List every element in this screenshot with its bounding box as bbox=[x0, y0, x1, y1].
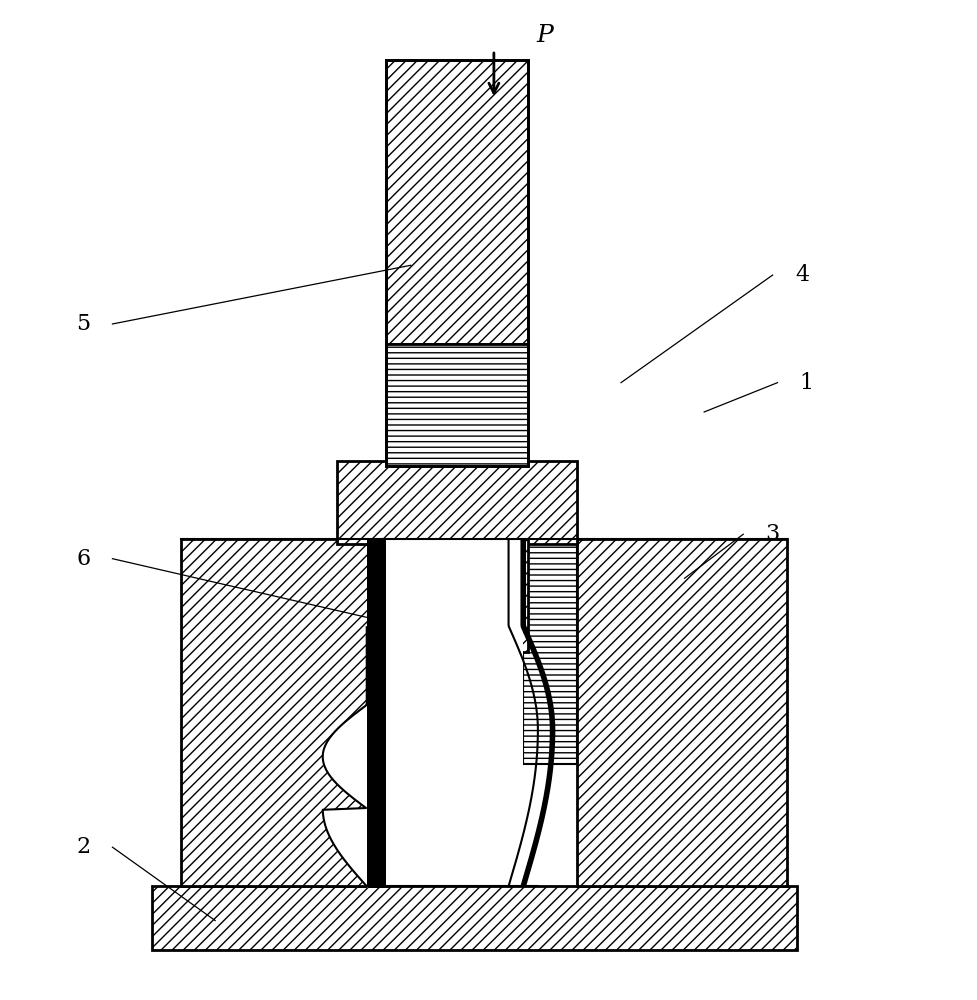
Text: P: P bbox=[535, 24, 552, 47]
Bar bbox=[366, 539, 386, 886]
Text: 5: 5 bbox=[76, 313, 90, 335]
Bar bbox=[337, 461, 576, 544]
Bar bbox=[386, 60, 528, 344]
Bar bbox=[386, 539, 528, 652]
Bar bbox=[386, 60, 528, 466]
Bar bbox=[386, 539, 523, 886]
Bar bbox=[523, 539, 576, 764]
Bar bbox=[386, 344, 528, 466]
Text: 1: 1 bbox=[799, 372, 813, 394]
Bar bbox=[576, 539, 786, 886]
Bar bbox=[386, 539, 523, 764]
Text: 4: 4 bbox=[794, 264, 808, 286]
Bar bbox=[151, 886, 796, 950]
Text: 2: 2 bbox=[76, 836, 90, 858]
Text: 3: 3 bbox=[765, 523, 779, 545]
Text: 6: 6 bbox=[76, 548, 90, 570]
Bar bbox=[181, 539, 386, 886]
